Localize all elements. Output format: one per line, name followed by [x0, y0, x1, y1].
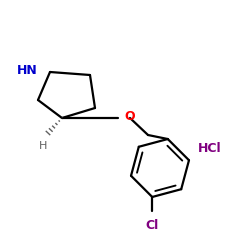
- Text: O: O: [124, 110, 134, 124]
- Text: HCl: HCl: [198, 142, 222, 154]
- Text: HN: HN: [17, 64, 38, 76]
- Text: Cl: Cl: [146, 219, 159, 232]
- Text: H: H: [39, 141, 47, 151]
